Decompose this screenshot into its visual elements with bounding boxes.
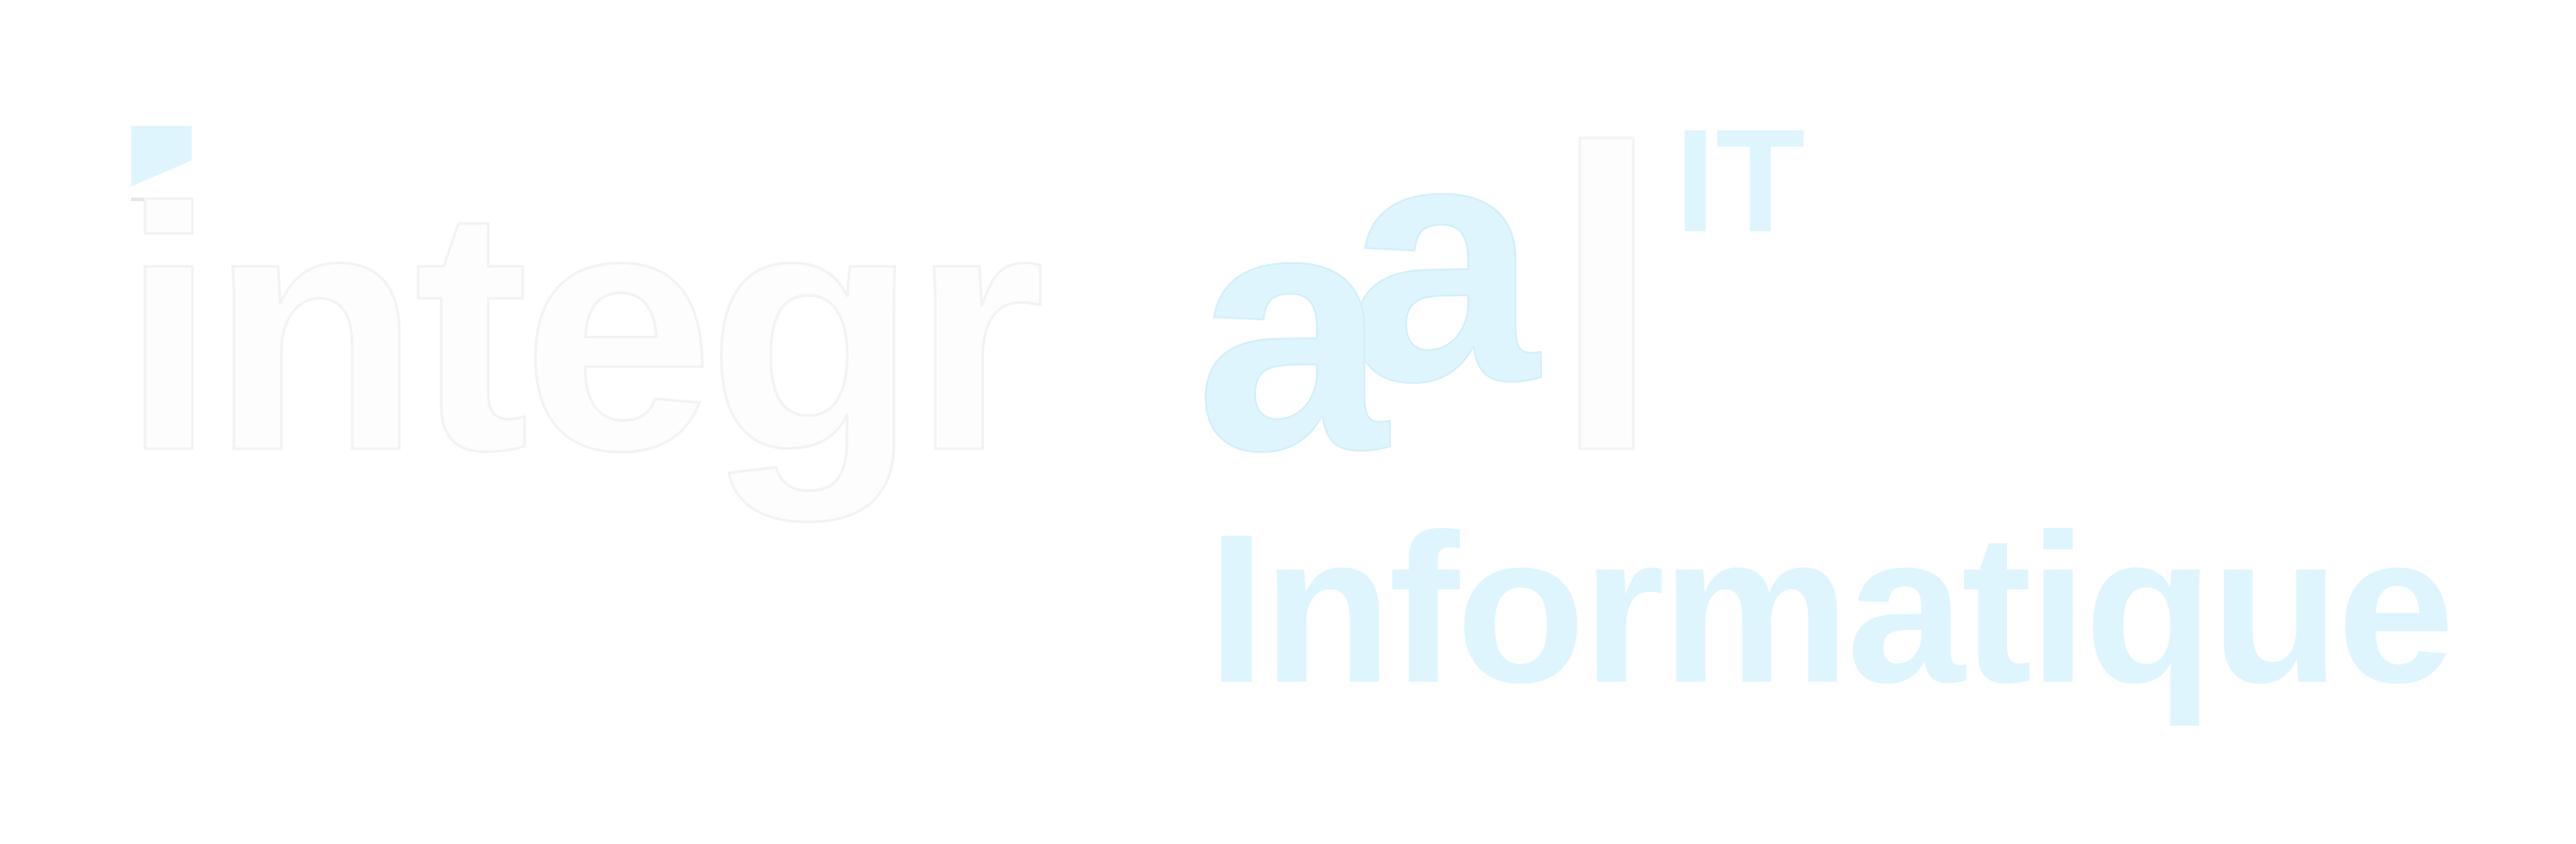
logo-i-dot xyxy=(131,126,192,186)
logo-letter-l xyxy=(1578,136,1635,450)
logo-superscript: IT xyxy=(1675,99,1805,263)
logo-accent-a-front: a xyxy=(1196,136,1390,522)
logo-wordmark-light: integr xyxy=(121,136,1040,525)
logo-accent-a-back: a xyxy=(1347,67,1541,453)
logo-tagline: Informatique xyxy=(1207,490,2452,727)
